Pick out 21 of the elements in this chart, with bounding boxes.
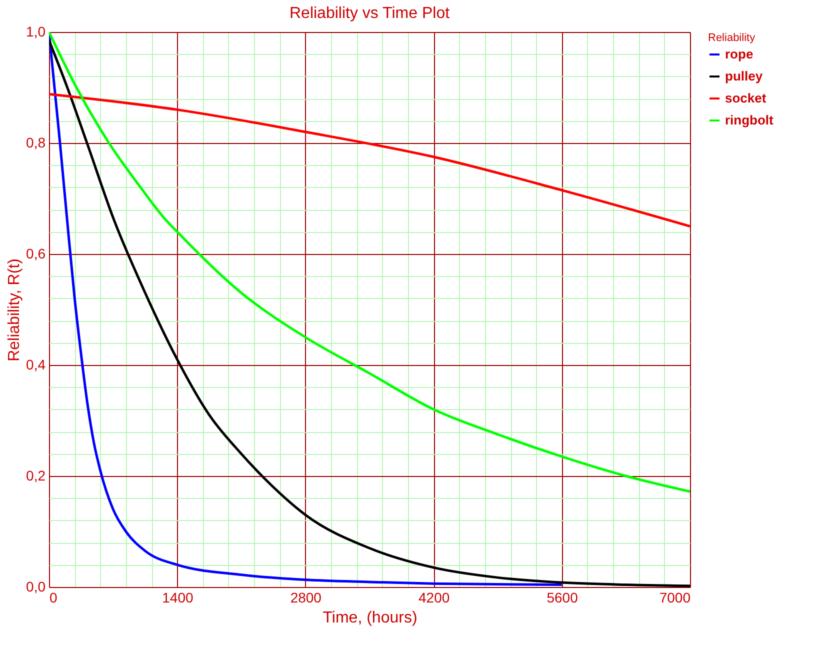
legend-label: pulley: [725, 68, 764, 84]
legend-label: rope: [725, 46, 754, 62]
x-tick-label: 1400: [162, 590, 194, 606]
y-tick-label: 0,2: [26, 468, 46, 484]
y-tick-label: 0,8: [26, 134, 46, 150]
x-tick-label: 7000: [659, 590, 691, 606]
y-tick-label: 1,0: [26, 24, 46, 40]
x-tick-label: 5600: [546, 590, 578, 606]
y-tick-label: 0,0: [26, 578, 46, 594]
x-tick-label: 4200: [418, 590, 450, 606]
x-tick-label: 0: [50, 590, 58, 606]
legend-title: Reliability: [708, 32, 756, 44]
x-axis-title: Time, (hours): [322, 610, 418, 626]
y-axis-title: Reliability, R(t): [6, 258, 24, 362]
x-tick-label: 2800: [290, 590, 322, 606]
legend-label: socket: [725, 90, 767, 106]
y-tick-label: 0,4: [26, 356, 46, 372]
line-series: [49, 92, 690, 228]
y-tick-label: 0,6: [26, 246, 46, 262]
chart-title: Reliability vs Time Plot: [289, 5, 450, 22]
legend-label: ringbolt: [725, 112, 774, 128]
